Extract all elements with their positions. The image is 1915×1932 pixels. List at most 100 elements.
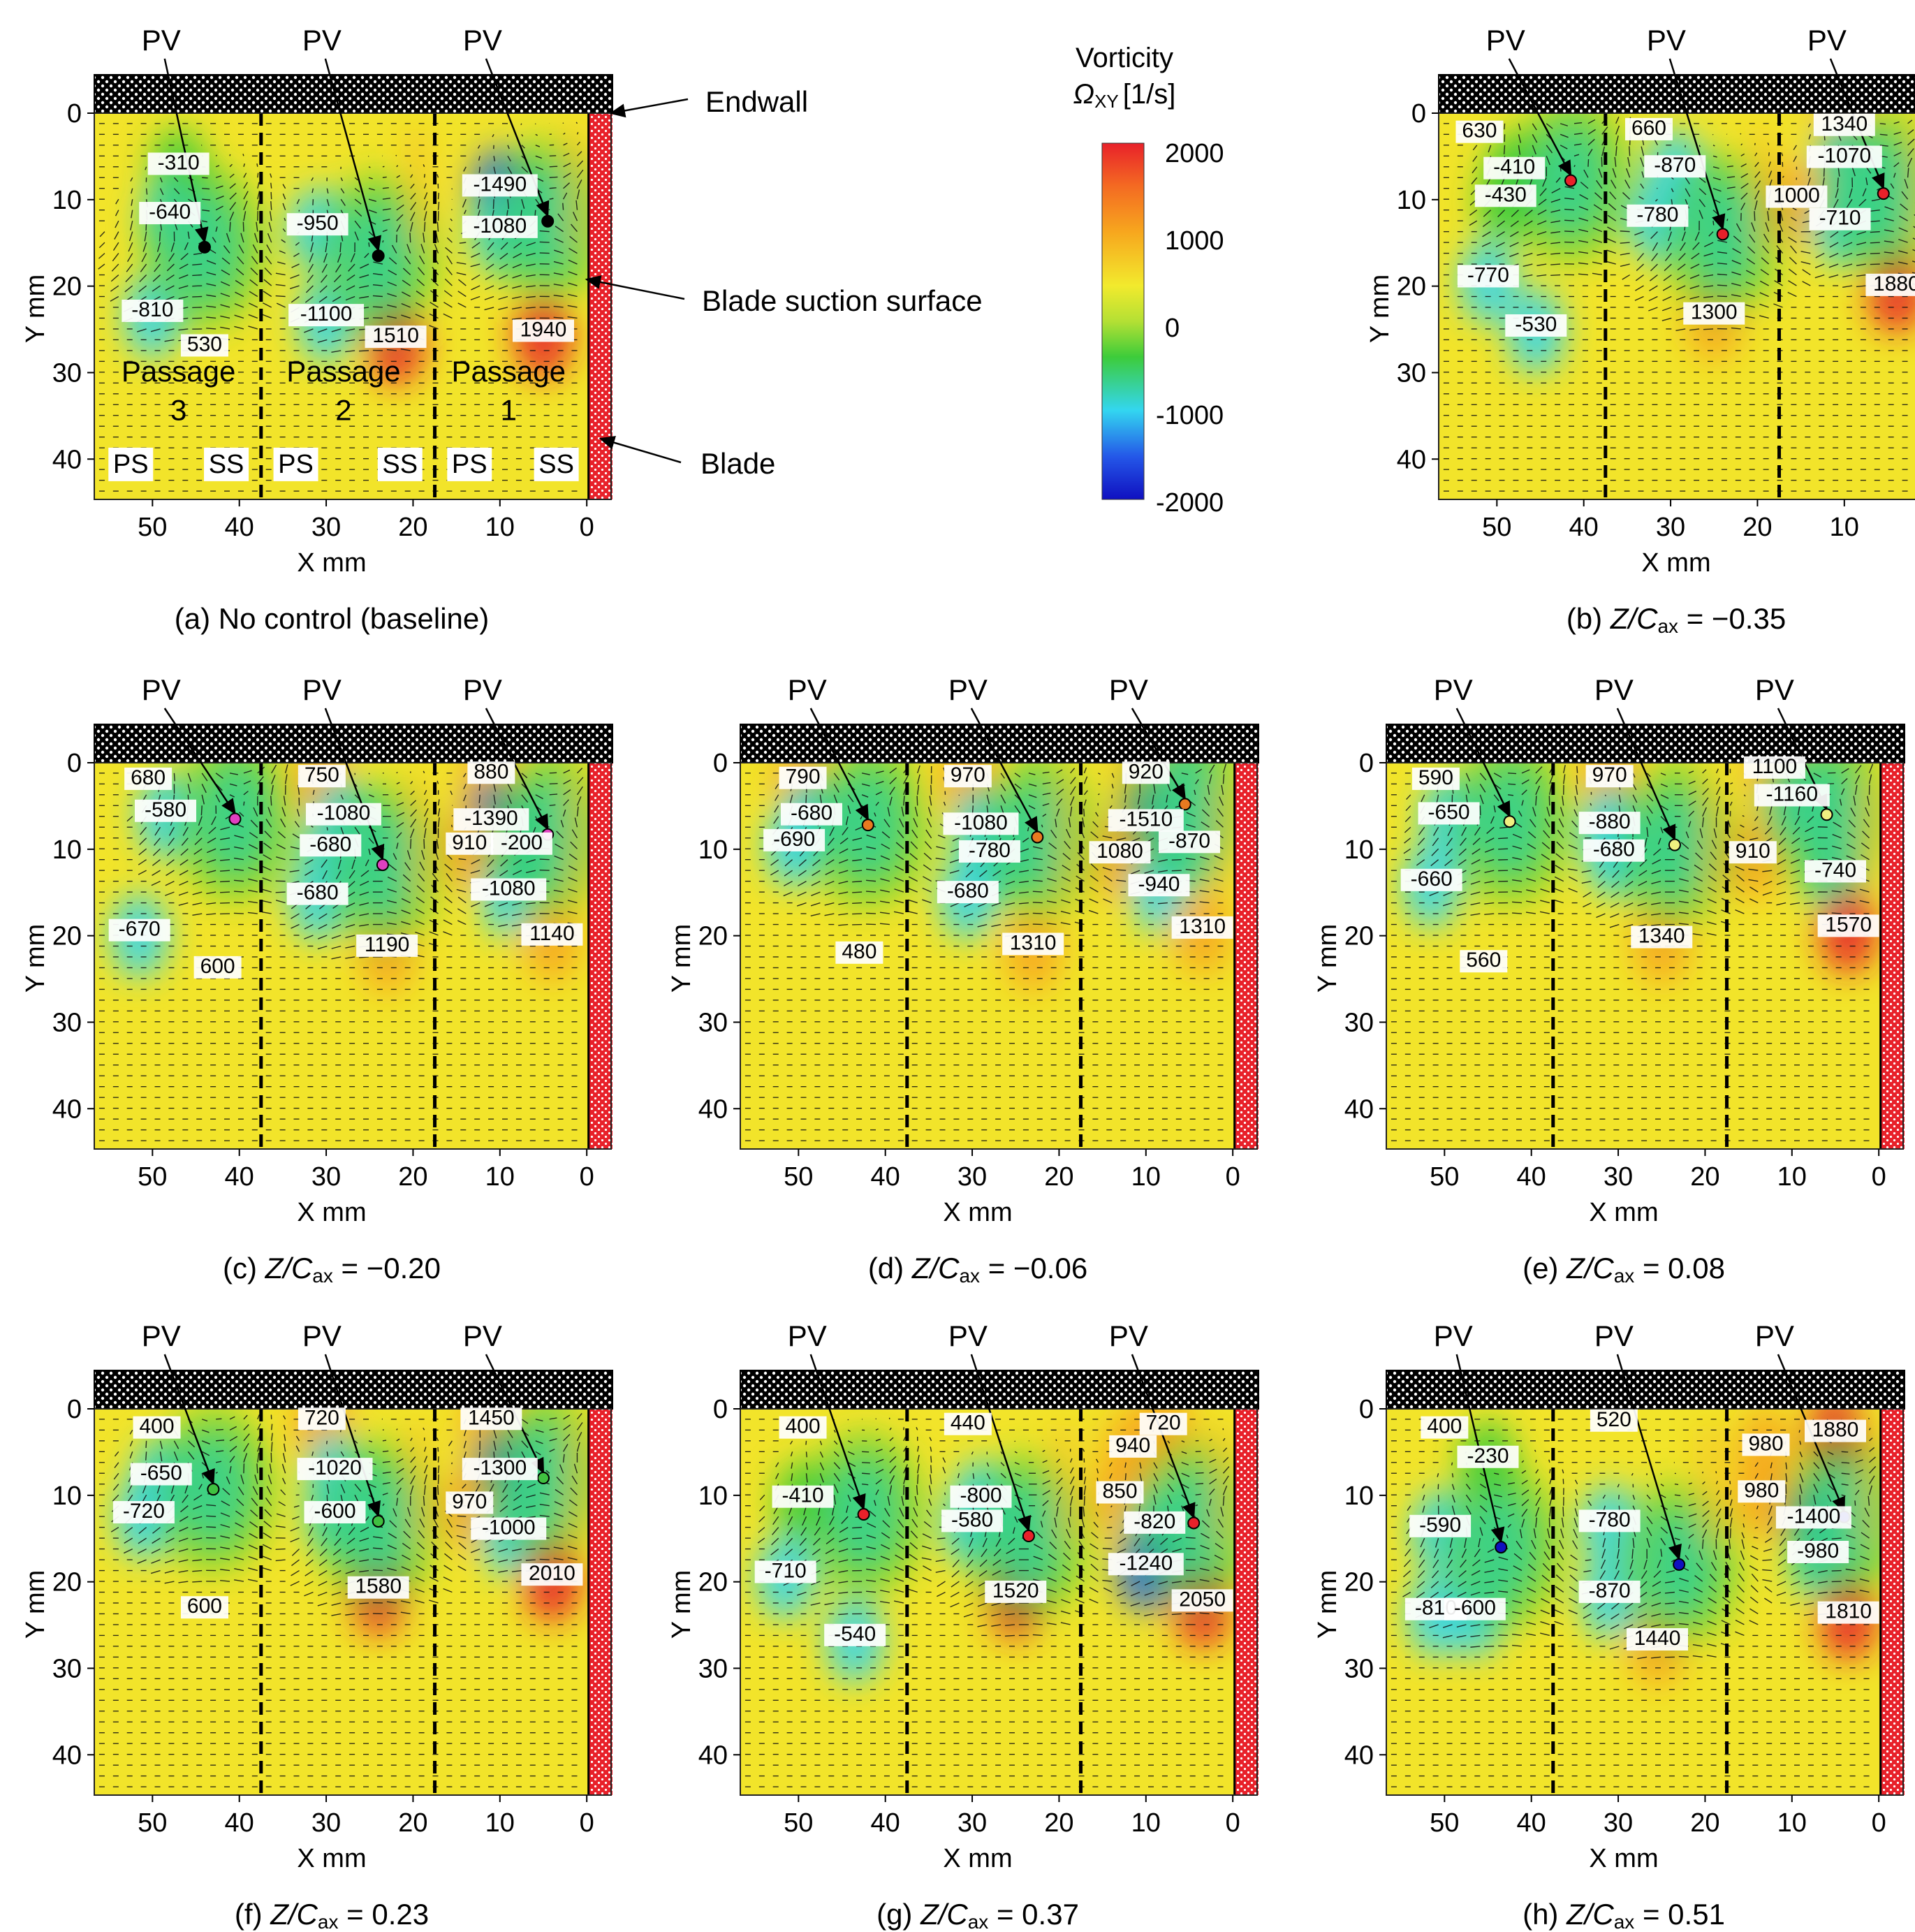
vector-arrow: [1898, 227, 1908, 233]
y-tick-label: 20: [1397, 272, 1426, 302]
vector-arrow: [220, 848, 230, 851]
vector-arrow: [1800, 261, 1811, 265]
vector-arrow: [138, 285, 147, 293]
vector-arrow: [1759, 303, 1769, 308]
vector-arrow: [206, 316, 217, 319]
vector-arrow: [251, 256, 258, 265]
vector-arrow: [282, 203, 286, 210]
vector-arrow: [1667, 231, 1672, 242]
vector-arrow: [1835, 188, 1839, 198]
vector-arrow: [1754, 171, 1761, 178]
vector-arrow: [1745, 293, 1755, 298]
vector-arrow: [1098, 773, 1101, 775]
vector-arrow: [1518, 134, 1522, 143]
vector-arrow: [1865, 177, 1868, 185]
vector-arrow: [775, 783, 779, 789]
caption-z: Z: [265, 1252, 284, 1285]
vector-arrow: [456, 272, 467, 276]
vector-arrow: [1698, 198, 1706, 207]
vector-arrow: [242, 154, 244, 156]
vector-arrow: [388, 270, 397, 276]
value-label: -1390: [464, 807, 518, 830]
vector-arrow: [318, 913, 328, 920]
vector-arrow: [429, 931, 439, 936]
vector-arrow: [1583, 169, 1589, 178]
vector-arrow: [387, 888, 397, 893]
vector-arrow: [450, 218, 453, 221]
vector-arrow: [165, 891, 175, 896]
vector-arrow: [368, 188, 375, 191]
vector-arrow: [1842, 242, 1853, 247]
vector-arrow: [1555, 177, 1561, 183]
vector-arrow: [1158, 858, 1168, 863]
vector-arrow: [1828, 274, 1839, 279]
vector-arrow: [500, 859, 508, 867]
vector-arrow: [507, 794, 512, 805]
x-tick-label: 50: [1482, 513, 1511, 542]
vector-arrow: [1550, 230, 1561, 234]
vector-arrow: [1781, 152, 1784, 156]
vector-arrow: [1523, 274, 1533, 277]
vector-arrow: [1907, 148, 1914, 156]
vector-arrow: [1893, 141, 1902, 146]
vector-arrow: [576, 189, 580, 200]
vector-arrow: [1482, 220, 1492, 228]
vector-arrow: [346, 274, 355, 281]
vector-arrow: [128, 242, 133, 252]
vector-arrow: [372, 272, 383, 276]
vector-arrow: [368, 783, 372, 786]
vector-arrow: [1560, 145, 1568, 149]
vector-arrow: [1018, 891, 1029, 894]
vector-arrow: [1032, 868, 1043, 871]
vector-arrow: [1717, 262, 1727, 265]
suction-streak: [568, 130, 580, 249]
vector-arrow: [1610, 180, 1617, 189]
pv-label: PV: [302, 24, 342, 57]
vector-arrow: [1199, 868, 1210, 871]
vector-arrow: [1726, 207, 1732, 211]
vector-arrow: [317, 328, 328, 333]
vector-arrow: [1606, 249, 1616, 254]
panel-caption: (a) No control (baseline): [175, 602, 490, 635]
pv-outer-blob: [1508, 113, 1634, 265]
vector-arrow: [164, 328, 175, 332]
vector-arrow: [268, 221, 272, 232]
vector-arrow: [965, 870, 974, 878]
vector-arrow: [138, 870, 147, 875]
vector-arrow: [462, 198, 467, 208]
vector-arrow: [1842, 285, 1853, 288]
vector-arrow: [159, 188, 164, 196]
vector-arrow: [1047, 877, 1057, 882]
vector-arrow: [1901, 191, 1909, 200]
vector-arrow: [126, 253, 133, 262]
x-tick-label: 40: [1569, 513, 1599, 542]
x-axis-label: X mm: [297, 1198, 366, 1227]
value-label-bg: [1627, 204, 1689, 227]
vector-arrow: [1662, 285, 1672, 291]
vector-arrow: [880, 889, 890, 893]
vector-arrow: [917, 765, 920, 774]
vector-arrow: [1650, 263, 1658, 272]
vector-arrow: [418, 255, 425, 265]
value-label: -1100: [300, 302, 353, 325]
vector-arrow: [137, 328, 147, 332]
vector-arrow: [507, 166, 513, 175]
vector-arrow: [486, 253, 494, 261]
vector-arrow: [1137, 794, 1140, 805]
value-label-bg: [462, 174, 538, 197]
vector-arrow: [345, 945, 355, 949]
vector-arrow: [1195, 768, 1203, 774]
vector-arrow: [1740, 143, 1743, 146]
vector-arrow: [463, 794, 467, 802]
vector-arrow: [115, 220, 119, 228]
vector-arrow: [1005, 880, 1015, 885]
vector-arrow: [409, 233, 411, 243]
vector-arrow: [1754, 180, 1761, 189]
vector-arrow: [1598, 168, 1603, 178]
y-tick-label: 30: [52, 358, 82, 388]
vector-arrow: [1606, 237, 1616, 243]
vector-arrow: [206, 880, 217, 884]
vector-arrow: [917, 774, 920, 784]
vector-arrow: [1893, 131, 1902, 136]
